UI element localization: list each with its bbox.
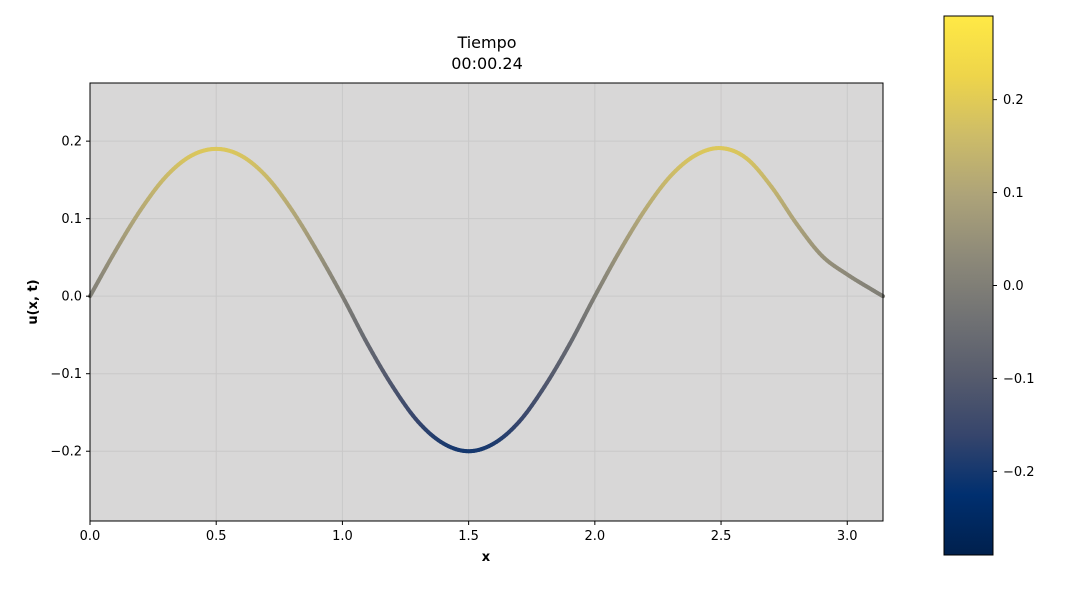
x-tick-label: 1.5 — [458, 529, 479, 544]
y-tick-label: −0.2 — [50, 445, 82, 460]
x-tick-label: 2.0 — [584, 529, 605, 544]
chart-title-line2: 00:00.24 — [451, 54, 523, 73]
x-tick-label: 0.0 — [80, 529, 101, 544]
x-tick-label: 2.5 — [711, 529, 732, 544]
y-axis-label: u(x, t) — [26, 279, 41, 324]
plot-frame — [89, 82, 884, 522]
y-tick-label: 0.0 — [61, 290, 82, 305]
plot-area — [88, 82, 885, 522]
colorbar-ticks: 0.2 0.1 0.0 −0.1 −0.2 — [993, 93, 1035, 480]
y-tick-label: 0.1 — [61, 212, 82, 227]
x-tick-label: 3.0 — [837, 529, 858, 544]
colorbar-gradient — [943, 15, 994, 556]
x-axis-label: x — [482, 550, 491, 565]
x-tick-label: 1.0 — [332, 529, 353, 544]
colorbar-tick-label: −0.1 — [1003, 372, 1035, 387]
colorbar-tick-label: 0.0 — [1003, 279, 1024, 294]
x-tick-label: 0.5 — [206, 529, 227, 544]
chart-title-line1: Tiempo — [456, 33, 516, 52]
colorbar-tick-label: 0.2 — [1003, 93, 1024, 108]
colorbar: 0.2 0.1 0.0 −0.1 −0.2 — [943, 15, 1035, 556]
y-tick-label: 0.2 — [61, 135, 82, 150]
y-axis: 0.2 0.1 0.0 −0.1 −0.2 — [50, 135, 90, 460]
colorbar-tick-label: −0.2 — [1003, 465, 1035, 480]
grid-lines — [89, 83, 883, 521]
x-axis: 0.0 0.5 1.0 1.5 2.0 2.5 3.0 — [80, 521, 858, 544]
data-line — [88, 146, 885, 454]
y-tick-label: −0.1 — [50, 367, 82, 382]
colorbar-tick-label: 0.1 — [1003, 186, 1024, 201]
